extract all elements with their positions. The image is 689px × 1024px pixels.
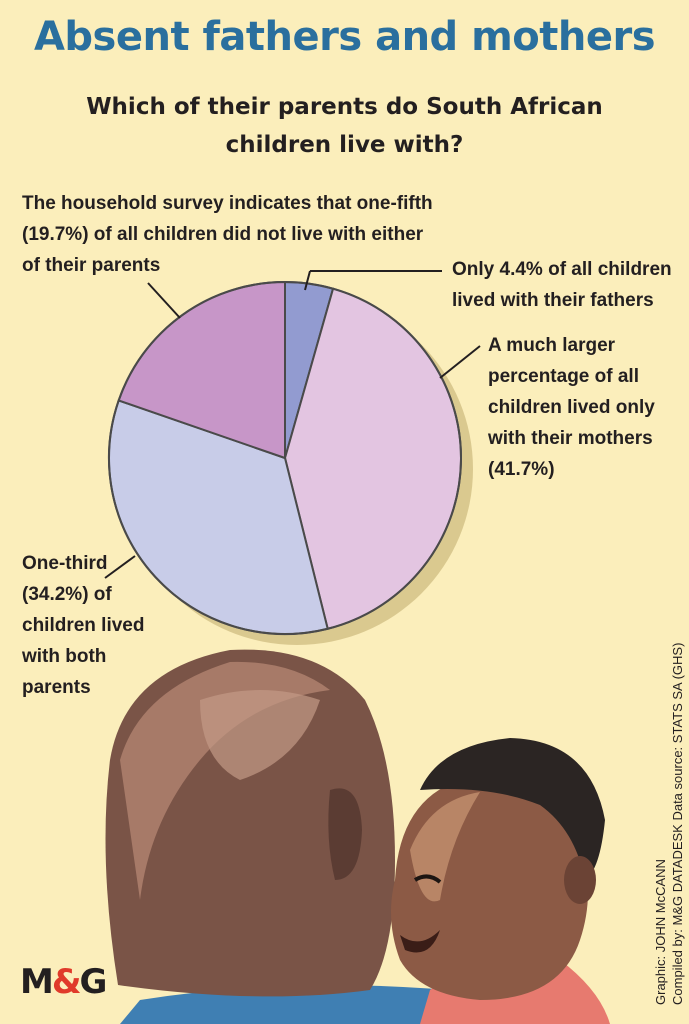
leader-line-both: [104, 555, 136, 579]
credits: Graphic: JOHN McCANN Compiled by: M&G DA…: [652, 643, 686, 1005]
father-head-highlight: [200, 690, 320, 780]
subtitle-line-2: children live with?: [225, 132, 464, 158]
child-face-highlight: [410, 792, 480, 902]
logo-ampersand: &: [51, 962, 82, 1002]
annotation-neither: The household survey indicates that one-…: [22, 193, 433, 276]
child-hair: [420, 738, 605, 880]
annotation-both: One-third (34.2%) of children lived with…: [22, 553, 145, 698]
annotation-mothers: A much larger percentage of all children…: [488, 335, 655, 480]
pie-outline: [108, 281, 462, 635]
mg-logo: M&G: [20, 962, 108, 1002]
pie-chart: [108, 280, 473, 645]
leader-line-neither: [147, 282, 181, 319]
father-ear: [328, 788, 362, 880]
leader-lines: [104, 270, 481, 579]
chart-title: Absent fathers and mothers: [33, 14, 656, 60]
credit-compiled: Compiled by: M&G DATADESK Data source: S…: [670, 642, 685, 1005]
logo-m: M: [20, 962, 54, 1002]
child-eye: [413, 874, 442, 884]
subtitle-line-1: Which of their parents do South African: [86, 94, 603, 120]
child-ear: [564, 856, 596, 904]
father-shoulder: [120, 985, 470, 1024]
leader-line-fathers-tick: [304, 270, 311, 291]
parent-child-illustration: [105, 649, 610, 1024]
annotation-fathers: Only 4.4% of all children lived with the…: [452, 259, 672, 311]
chart-subtitle: Which of their parents do South African …: [40, 88, 649, 164]
father-head-shading: [120, 661, 330, 900]
logo-g: G: [79, 962, 108, 1002]
child-mouth: [400, 930, 440, 953]
pie-slices: [108, 280, 462, 635]
credit-graphic: Graphic: JOHN McCANN: [653, 859, 668, 1005]
leader-line-mothers: [439, 345, 481, 379]
